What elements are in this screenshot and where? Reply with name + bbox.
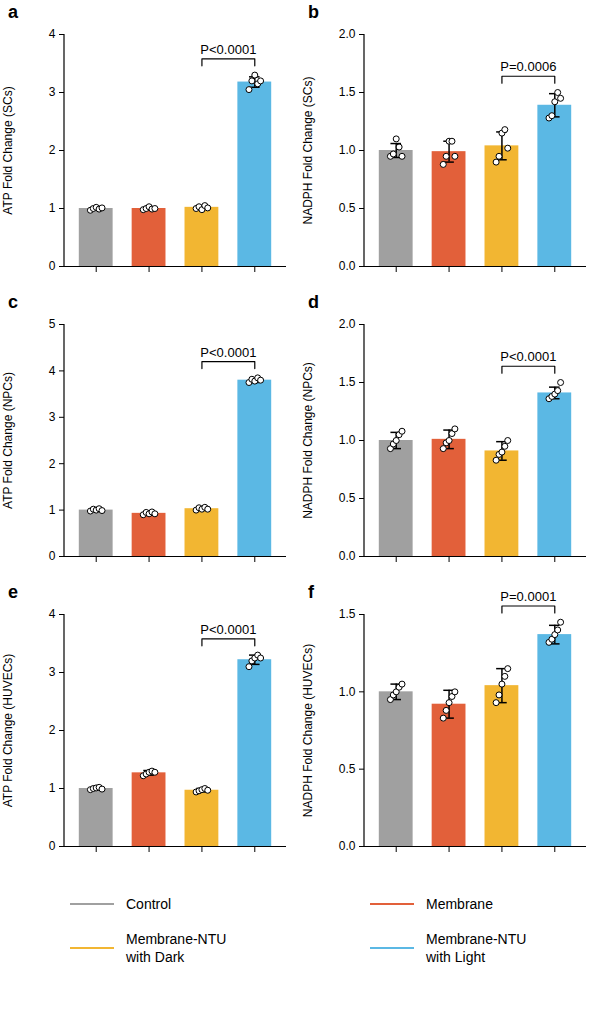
svg-text:P=0.0001: P=0.0001 (500, 589, 556, 604)
svg-text:0: 0 (49, 549, 56, 563)
svg-text:0.0: 0.0 (339, 259, 356, 273)
svg-text:3: 3 (49, 85, 56, 99)
svg-text:1.5: 1.5 (339, 375, 356, 389)
svg-text:P<0.0001: P<0.0001 (500, 349, 556, 364)
svg-text:4: 4 (49, 27, 56, 41)
html-text:f: f (308, 582, 314, 602)
svg-text:NADPH Fold Change (SCs): NADPH Fold Change (SCs) (301, 76, 315, 224)
svg-text:0.0: 0.0 (339, 549, 356, 563)
svg-text:P<0.0001: P<0.0001 (200, 345, 256, 360)
svg-text:NADPH Fold Change (NPCs): NADPH Fold Change (NPCs) (301, 362, 315, 519)
html-text:a: a (8, 2, 18, 22)
svg-text:0.5: 0.5 (339, 491, 356, 505)
svg-text:P<0.0001: P<0.0001 (200, 42, 256, 57)
svg-text:0: 0 (49, 259, 56, 273)
svg-text:4: 4 (49, 607, 56, 621)
html-text:d: d (308, 292, 319, 312)
svg-text:1.0: 1.0 (339, 685, 356, 699)
svg-text:5: 5 (49, 317, 56, 331)
svg-text:0.0: 0.0 (339, 839, 356, 853)
html-text:Control: Control (126, 895, 172, 912)
html-text:Membrane: Membrane (426, 895, 493, 912)
html-text:Membrane-NTU with Light: Membrane-NTU with Light (426, 930, 527, 965)
svg-text:P<0.0001: P<0.0001 (200, 622, 256, 637)
html-text:c: c (8, 292, 18, 312)
svg-text:2.0: 2.0 (339, 27, 356, 41)
svg-text:0: 0 (49, 839, 56, 853)
svg-text:1.5: 1.5 (339, 85, 356, 99)
svg-text:1: 1 (49, 781, 56, 795)
svg-text:2: 2 (49, 723, 56, 737)
svg-text:ATP Fold Change (NPCs): ATP Fold Change (NPCs) (1, 372, 15, 509)
svg-text:1: 1 (49, 503, 56, 517)
svg-text:2.0: 2.0 (339, 317, 356, 331)
svg-text:3: 3 (49, 410, 56, 424)
svg-text:0.5: 0.5 (339, 201, 356, 215)
svg-text:0.5: 0.5 (339, 762, 356, 776)
svg-text:4: 4 (49, 364, 56, 378)
svg-text:1.0: 1.0 (339, 433, 356, 447)
svg-text:1: 1 (49, 201, 56, 215)
svg-text:1.0: 1.0 (339, 143, 356, 157)
svg-text:NADPH Fold Change (HUVECs): NADPH Fold Change (HUVECs) (301, 644, 315, 817)
svg-text:1.5: 1.5 (339, 607, 356, 621)
svg-text:2: 2 (49, 457, 56, 471)
html-text:b: b (308, 2, 319, 22)
html-text:e: e (8, 582, 18, 602)
html-text:Membrane-NTU with Dark: Membrane-NTU with Dark (126, 930, 227, 965)
svg-text:ATP Fold Change (SCs): ATP Fold Change (SCs) (1, 86, 15, 214)
svg-text:3: 3 (49, 665, 56, 679)
svg-text:P=0.0006: P=0.0006 (500, 59, 556, 74)
svg-text:ATP Fold Change (HUVECs): ATP Fold Change (HUVECs) (1, 654, 15, 808)
svg-text:2: 2 (49, 143, 56, 157)
